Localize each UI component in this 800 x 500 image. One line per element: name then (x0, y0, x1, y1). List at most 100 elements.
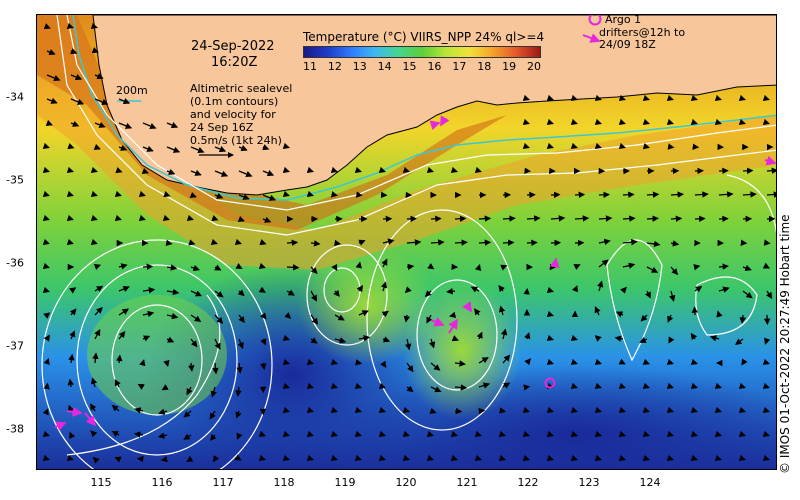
legend-text: Altimetric sealevel (0.1m contours) and … (190, 82, 292, 147)
argo-label: Argo 1 (605, 13, 642, 26)
velocity-arrow (402, 430, 410, 438)
velocity-arrow (709, 335, 720, 342)
velocity-arrow (402, 406, 410, 414)
velocity-arrow (690, 382, 698, 390)
map-date: 24-Sep-2022 (191, 39, 275, 54)
velocity-arrow (766, 167, 776, 174)
velocity-arrow (66, 238, 74, 246)
velocity-arrow (642, 454, 650, 462)
velocity-arrow (642, 94, 650, 102)
velocity-arrow (165, 239, 173, 247)
velocity-arrow (260, 338, 267, 346)
velocity-arrow (43, 357, 50, 366)
colorbar-tick-label: 19 (502, 60, 517, 73)
velocity-arrow (454, 360, 466, 367)
velocity-arrow (500, 264, 508, 271)
velocity-arrow (694, 191, 709, 198)
velocity-arrow (94, 285, 104, 292)
velocity-arrow (550, 215, 566, 222)
velocity-arrow (90, 166, 98, 174)
velocity-arrow (111, 404, 120, 412)
velocity-arrow (42, 238, 50, 246)
colorbar-tick-label: 12 (327, 60, 342, 73)
velocity-arrow (424, 290, 432, 298)
velocity-arrow (642, 406, 650, 414)
legend-line: (0.1m contours) (190, 95, 279, 108)
velocity-arrow (161, 384, 169, 391)
velocity-arrow (237, 215, 245, 222)
velocity-arrow (94, 121, 106, 128)
velocity-arrow (46, 74, 61, 82)
velocity-arrow (694, 285, 703, 293)
velocity-arrow (118, 331, 126, 340)
velocity-arrow (574, 191, 586, 199)
longitude-tick-label: 116 (151, 476, 173, 489)
velocity-arrow (91, 47, 99, 54)
velocity-arrow (570, 406, 578, 414)
velocity-arrow (498, 284, 505, 293)
velocity-arrow (524, 358, 531, 366)
velocity-arrow (69, 330, 76, 340)
velocity-arrow (282, 454, 290, 462)
velocity-arrow (382, 238, 395, 245)
velocity-arrow (238, 170, 253, 178)
velocity-arrow (594, 454, 602, 462)
velocity-arrow (118, 308, 130, 316)
velocity-arrow (138, 190, 146, 198)
velocity-arrow (259, 362, 267, 371)
velocity-arrow (118, 263, 128, 270)
longitude-tick-label: 123 (578, 476, 600, 489)
velocity-arrow (260, 312, 267, 320)
velocity-arrow (762, 406, 770, 414)
velocity-arrow (142, 286, 156, 294)
velocity-arrow (190, 146, 205, 154)
velocity-arrow (306, 454, 314, 462)
velocity-arrow (183, 410, 192, 418)
velocity-arrow (237, 289, 245, 297)
colorbar-tick-label: 15 (402, 60, 417, 73)
velocity-arrow (166, 336, 175, 343)
velocity-arrow (762, 118, 770, 126)
velocity-arrow (286, 239, 299, 246)
velocity-arrow (46, 49, 56, 56)
velocity-arrow (646, 240, 661, 248)
velocity-arrow (66, 166, 74, 174)
velocity-arrow (286, 289, 295, 296)
velocity-arrow (618, 358, 626, 365)
velocity-arrow (306, 430, 314, 438)
velocity-arrow (502, 239, 515, 246)
argo-legend-symbol (588, 15, 602, 26)
velocity-arrow (186, 386, 193, 396)
warm-current-core (37, 15, 507, 230)
velocity-arrow (478, 239, 492, 246)
velocity-arrow (68, 353, 75, 364)
velocity-arrow (640, 314, 648, 322)
velocity-arrow (188, 362, 195, 372)
velocity-arrow (691, 306, 699, 316)
velocity-arrow (358, 239, 366, 246)
velocity-arrow (258, 454, 266, 462)
velocity-arrow (570, 358, 578, 366)
velocity-arrow (502, 215, 516, 222)
velocity-arrow (762, 430, 770, 438)
velocity-arrow (646, 191, 660, 198)
velocity-arrow (690, 358, 698, 366)
velocity-arrow (262, 170, 275, 177)
velocity-arrow (670, 191, 685, 198)
velocity-arrow (190, 290, 203, 297)
velocity-arrow (766, 191, 776, 198)
velocity-arrow (306, 190, 314, 198)
velocity-arrow (666, 94, 674, 102)
velocity-arrow (474, 308, 481, 316)
velocity-arrow (474, 263, 482, 272)
velocity-arrow (90, 403, 97, 412)
velocity-arrow (330, 382, 338, 390)
velocity-arrow (378, 454, 386, 462)
velocity-arrow (158, 408, 168, 415)
velocity-arrow (573, 264, 581, 271)
velocity-arrow (284, 312, 292, 319)
velocity-arrow (210, 238, 218, 246)
legend-line: 24 Sep 16Z (190, 121, 254, 134)
velocity-arrow (262, 216, 272, 223)
longitude-tick-label: 121 (456, 476, 478, 489)
